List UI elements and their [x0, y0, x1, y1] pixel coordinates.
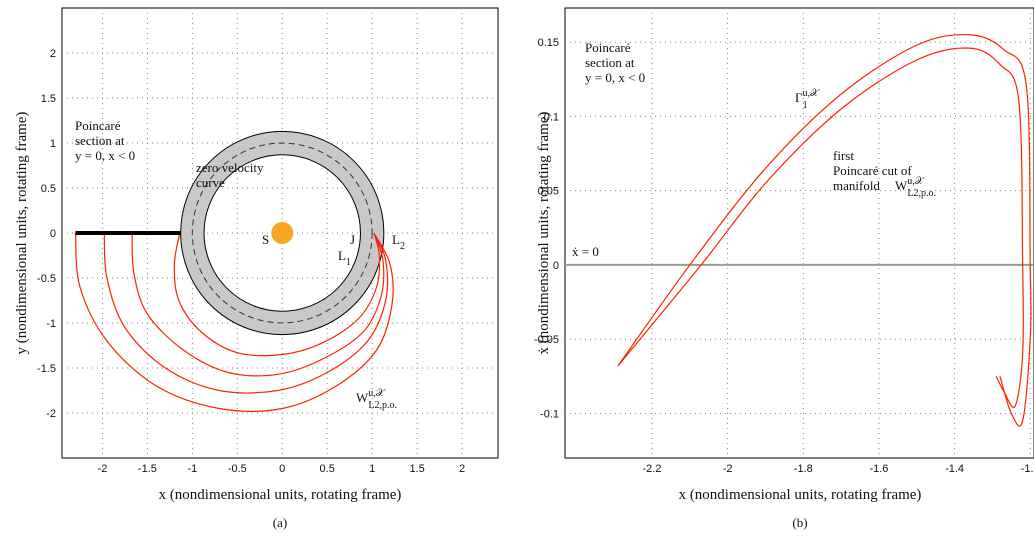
y-tick-label: 0.5	[41, 183, 56, 195]
trajectory	[103, 232, 389, 394]
annotation-text: ẋ = 0	[572, 244, 599, 259]
panel-label: (a)	[273, 515, 287, 530]
annotation-text: J	[350, 232, 355, 247]
annotation-sup: u,𝒳	[368, 388, 386, 399]
trajectory	[617, 33, 1032, 427]
y-tick-label: -0.05	[534, 334, 559, 346]
annotation-sub: 1	[346, 257, 351, 268]
annotation: y = 0, x < 0	[585, 70, 645, 85]
annotation: Γu,𝒳 1	[795, 88, 820, 111]
annotation: section at	[75, 133, 125, 148]
annotation: Wu,𝒳 L2,p.o.	[895, 176, 936, 199]
x-tick-label: -1.8	[794, 463, 813, 475]
x-tick-label: -1.6	[869, 463, 888, 475]
x-axis-label: x (nondimensional units, rotating frame)	[679, 487, 922, 503]
annotation: J	[350, 232, 355, 247]
x-tick-label: 0.5	[320, 463, 335, 475]
annotation: Poincaré	[585, 40, 631, 55]
y-tick-label: 0.15	[538, 37, 559, 49]
trajectory	[617, 47, 1024, 408]
x-tick-label: -1	[187, 463, 197, 475]
x-tick-label: -1.2	[1021, 463, 1034, 475]
x-tick-label: -2	[723, 463, 733, 475]
y-tick-label: 0	[553, 260, 559, 272]
y-tick-label: -1.5	[37, 363, 56, 375]
sun	[271, 222, 294, 244]
y-tick-label: 2	[50, 48, 56, 60]
x-tick-label: -2.2	[643, 463, 662, 475]
annotation-sub: 1	[803, 100, 808, 111]
annotation-text: L	[338, 248, 346, 263]
annotation-text: W	[895, 178, 908, 193]
y-tick-label: -0.1	[540, 408, 559, 420]
x-axis-label: x (nondimensional units, rotating frame)	[159, 487, 402, 503]
annotation: y = 0, x < 0	[75, 148, 135, 163]
annotation-text: S	[262, 232, 269, 247]
annotation-sup: u,𝒳	[907, 176, 925, 187]
y-tick-label: 0	[50, 228, 56, 240]
annotation-text: W	[356, 390, 369, 405]
y-tick-label: -2	[46, 408, 56, 420]
annotation: curve	[196, 175, 225, 190]
annotation: S	[262, 232, 269, 247]
y-tick-label: 0.05	[538, 186, 559, 198]
annotation-sub: L2,p.o.	[907, 188, 936, 199]
annotation-sub: 2	[400, 241, 405, 252]
panel-label: (b)	[792, 515, 807, 530]
x-tick-label: -1.4	[945, 463, 964, 475]
annotation: L1	[338, 248, 351, 268]
y-axis-label: ẋ (nondimensional units, rotating frame)	[536, 112, 552, 355]
x-tick-label: 1	[369, 463, 375, 475]
y-tick-label: 1.5	[41, 93, 56, 105]
zero-velocity-curve	[180, 130, 385, 336]
x-tick-label: 0	[279, 463, 285, 475]
x-tick-label: 1.5	[409, 463, 424, 475]
annotation-sub: L2,p.o.	[368, 400, 397, 411]
annotation: L2	[392, 232, 405, 252]
trajectory	[173, 232, 381, 357]
annotation-text: L	[392, 232, 400, 247]
annotation-sup: u,𝒳	[803, 88, 821, 99]
x-tick-label: -2	[98, 463, 108, 475]
y-tick-label: -1	[46, 318, 56, 330]
annotation: first	[833, 148, 854, 163]
annotation: Wu,𝒳 L2,p.o.	[356, 388, 397, 411]
annotation: Poincaré cut of	[833, 163, 912, 178]
y-tick-label: -0.5	[37, 273, 56, 285]
y-tick-label: 0.1	[544, 111, 559, 123]
trajectory	[74, 232, 394, 412]
y-tick-label: 1	[50, 138, 56, 150]
zero-velocity-midline	[191, 142, 373, 324]
annotation-text: Γ	[795, 90, 803, 105]
trajectory	[131, 232, 385, 377]
x-tick-label: -1.5	[138, 463, 157, 475]
annotation: zero velocity	[196, 160, 264, 175]
x-tick-label: -0.5	[228, 463, 247, 475]
annotation: Poincaré	[75, 118, 121, 133]
x-tick-label: 2	[459, 463, 465, 475]
annotation: ẋ = 0	[572, 244, 599, 259]
plot-area	[564, 7, 1034, 459]
y-axis-label: y (nondimensional units, rotating frame)	[14, 112, 30, 355]
annotation: section at	[585, 55, 635, 70]
annotation: manifold	[833, 178, 880, 193]
